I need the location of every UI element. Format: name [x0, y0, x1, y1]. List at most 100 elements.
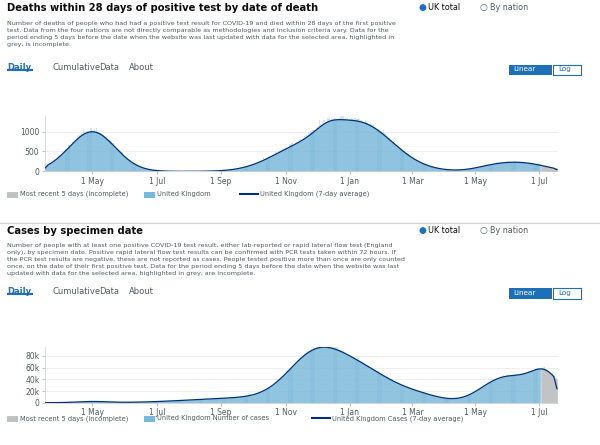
Bar: [65, 149, 67, 171]
Bar: [368, 124, 369, 171]
Bar: [133, 162, 134, 171]
Bar: [522, 373, 523, 403]
Bar: [421, 392, 422, 403]
Bar: [346, 119, 347, 171]
Bar: [457, 170, 458, 171]
Bar: [385, 134, 386, 171]
Bar: [391, 379, 392, 403]
Bar: [520, 162, 521, 171]
Bar: [109, 140, 110, 171]
Text: Cumulative: Cumulative: [53, 287, 101, 296]
Bar: [497, 163, 498, 171]
Bar: [424, 393, 425, 403]
Bar: [504, 376, 505, 403]
Bar: [178, 400, 179, 403]
Bar: [155, 401, 157, 403]
Bar: [335, 120, 337, 171]
Bar: [263, 391, 265, 403]
Bar: [412, 389, 413, 403]
Bar: [248, 396, 250, 403]
Bar: [454, 170, 455, 171]
Bar: [160, 401, 161, 403]
Bar: [264, 159, 265, 171]
Bar: [271, 156, 272, 171]
Bar: [253, 164, 254, 171]
Bar: [465, 396, 466, 403]
Bar: [122, 402, 123, 403]
Bar: [437, 396, 438, 403]
Bar: [75, 402, 76, 403]
Text: Number of deaths of people who had had a positive test result for COVID-19 and d: Number of deaths of people who had had a…: [7, 21, 396, 47]
Bar: [427, 394, 428, 403]
Bar: [309, 352, 311, 403]
Bar: [112, 143, 113, 171]
Bar: [133, 163, 134, 171]
Bar: [413, 158, 414, 171]
Bar: [484, 165, 485, 171]
Bar: [398, 384, 400, 403]
Bar: [462, 169, 463, 171]
Bar: [505, 162, 506, 171]
Bar: [418, 162, 419, 171]
Bar: [404, 386, 406, 403]
Bar: [94, 401, 95, 403]
Bar: [390, 379, 391, 403]
Bar: [420, 392, 421, 403]
Bar: [63, 152, 64, 171]
Bar: [289, 369, 290, 403]
Bar: [465, 170, 466, 171]
Bar: [304, 353, 305, 403]
Bar: [325, 122, 326, 171]
Bar: [527, 372, 528, 403]
Bar: [262, 160, 263, 171]
Bar: [369, 366, 370, 403]
Bar: [57, 158, 58, 171]
Bar: [507, 161, 508, 171]
Bar: [446, 398, 448, 403]
Bar: [308, 351, 310, 403]
Bar: [195, 400, 196, 403]
Bar: [422, 392, 424, 403]
Bar: [115, 146, 116, 171]
Bar: [544, 166, 545, 171]
Bar: [332, 347, 334, 403]
Text: Data: Data: [99, 63, 119, 72]
Bar: [272, 384, 273, 403]
Bar: [197, 399, 199, 403]
Bar: [92, 401, 94, 403]
Bar: [316, 346, 317, 403]
Bar: [512, 162, 514, 171]
Bar: [428, 166, 429, 171]
Bar: [194, 400, 196, 403]
Bar: [508, 374, 509, 403]
Bar: [383, 133, 385, 171]
Bar: [358, 360, 360, 403]
Bar: [399, 148, 401, 171]
Bar: [289, 146, 290, 171]
Bar: [403, 385, 404, 403]
Bar: [77, 402, 78, 403]
Bar: [367, 123, 368, 171]
Bar: [130, 161, 131, 171]
Text: About: About: [129, 63, 154, 72]
Bar: [358, 119, 359, 171]
Bar: [283, 149, 284, 171]
Bar: [279, 152, 280, 171]
Bar: [505, 376, 506, 403]
Bar: [202, 399, 203, 403]
Bar: [174, 400, 175, 403]
Bar: [216, 170, 217, 171]
Bar: [459, 398, 460, 403]
Text: By nation: By nation: [490, 3, 528, 12]
Bar: [148, 402, 149, 403]
Bar: [491, 164, 493, 171]
Bar: [261, 161, 262, 171]
Bar: [219, 398, 220, 403]
Bar: [554, 168, 556, 171]
Bar: [436, 396, 437, 403]
Bar: [247, 396, 249, 403]
Bar: [550, 372, 551, 403]
Bar: [366, 122, 367, 171]
Bar: [178, 400, 179, 403]
Bar: [320, 346, 321, 403]
